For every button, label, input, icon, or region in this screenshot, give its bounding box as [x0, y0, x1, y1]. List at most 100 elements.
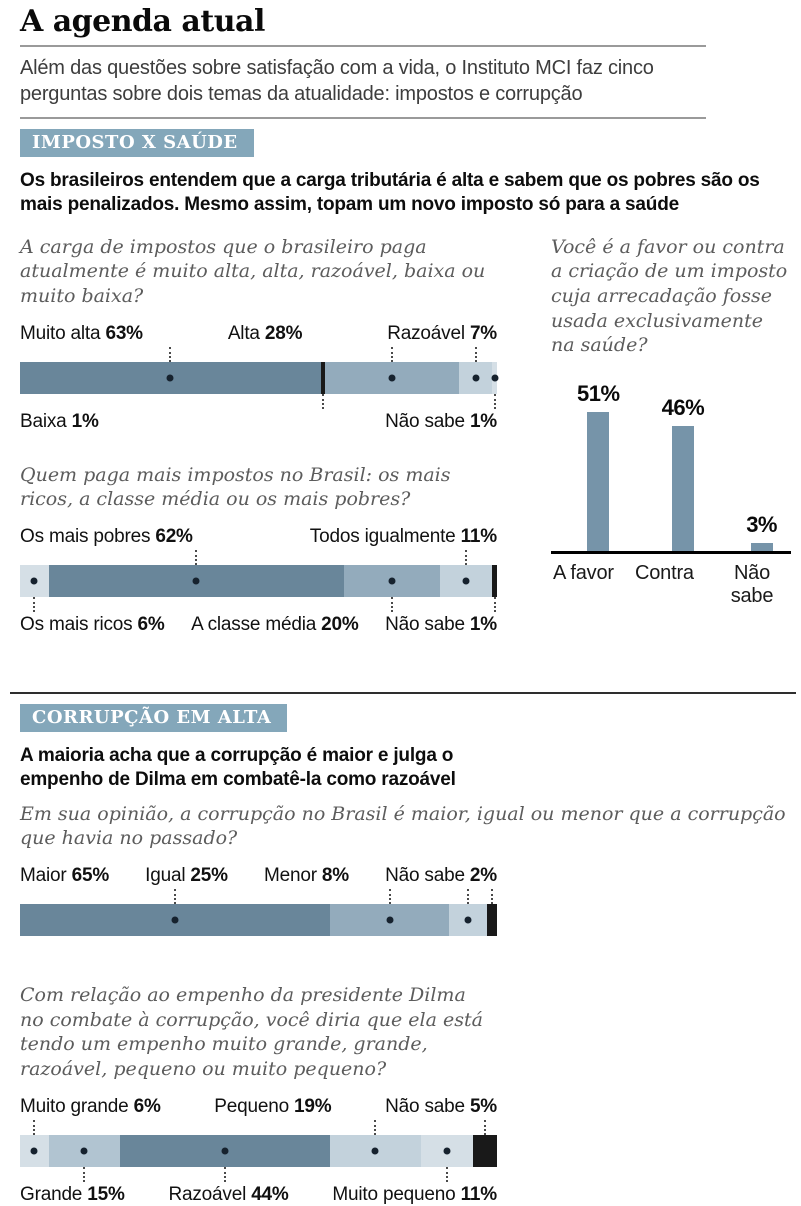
segment-label-nao-sabe: Não sabe 1% [385, 614, 497, 636]
segment-value: 1% [71, 410, 99, 432]
segment-name: Alta [227, 322, 265, 344]
stacked-bar [20, 889, 497, 936]
segment-label-grande: Grande 15% [20, 1184, 125, 1206]
segment-name: Não sabe [385, 410, 470, 432]
segment-name: Não sabe [385, 614, 470, 636]
leader-line [467, 889, 470, 904]
segment-value: 6% [137, 614, 165, 636]
stacked-chart-tax-burden: Muito alta 63% Alta 28% Razoável 7% Baixa … [20, 323, 499, 433]
segment-label-nao-sabe: Não sabe 5% [385, 1096, 497, 1118]
leader-line [33, 1119, 36, 1135]
segment-label-pequeno: Pequeno 19% [214, 1096, 331, 1118]
labels-top-row: Os mais pobres 62% Todos igualmente 11% [20, 526, 497, 548]
segment-value: 19% [294, 1095, 332, 1117]
segment-value: 62% [155, 526, 193, 548]
leader-line [464, 550, 467, 566]
segment-value: 15% [87, 1183, 125, 1205]
bar-value-label: 51% [577, 381, 620, 407]
segment-label-razoavel: Razoável 7% [387, 323, 497, 345]
leader-dot [386, 916, 394, 924]
leader-line [388, 889, 391, 904]
labels-bottom-row: Grande 15% Razoável 44% Muito pequeno 11% [20, 1184, 497, 1206]
vertical-bar-column-nao-sabe: 3% [746, 511, 777, 552]
leader-line [321, 393, 324, 409]
segment-name: Não sabe [385, 865, 470, 886]
stacked-bar [20, 346, 499, 409]
segment-name: Menor [263, 865, 322, 886]
segment-label-baixa: Baixa 1% [20, 411, 99, 433]
leader-dot [462, 577, 470, 585]
segment-value: 11% [460, 526, 498, 548]
leader-dot [30, 577, 38, 585]
leader-line [83, 1166, 86, 1182]
segment-value: 6% [133, 1095, 161, 1117]
segment-label-os-mais-pobres: Os mais pobres 62% [20, 526, 193, 548]
segment-label-igual: Igual 25% [145, 865, 228, 887]
vertical-bars-area: 51% 46% 3% [551, 372, 791, 555]
labels-top-row: Maior 65% Igual 25% Menor 8% Não sabe 2% [20, 865, 497, 887]
stacked-bar [20, 1119, 497, 1182]
leader-dot [464, 916, 472, 924]
bar-category-label: A favor [553, 562, 614, 585]
segment-name: Razoável [168, 1183, 252, 1205]
vertical-bar [587, 412, 610, 552]
bar-category-label: Não sabe [730, 562, 774, 608]
leader-dot [192, 577, 200, 585]
segment-label-muito-grande: Muito grande 6% [20, 1096, 161, 1118]
leader-line [224, 1166, 227, 1182]
bar-value-label: 3% [746, 511, 777, 537]
segment-value: 11% [460, 1183, 498, 1205]
section-divider [10, 692, 796, 695]
tax-left-column: A carga de impostos que o brasileiro pag… [20, 227, 499, 666]
tax-right-column: Você é a favor ou contra a criação de um… [551, 227, 791, 666]
chart-dilma-effort: Com relação ao empenho da presidente Dil… [20, 983, 801, 1206]
page-title: A agenda atual [20, 4, 265, 39]
question-tax-burden: A carga de impostos que o brasileiro pag… [20, 235, 486, 308]
segment-name: Razoável [387, 322, 470, 344]
segment-value: 8% [321, 865, 349, 886]
leader-line [391, 346, 394, 362]
segment-label-nao-sabe: Não sabe 1% [385, 411, 497, 433]
leader-dot [80, 1147, 88, 1155]
labels-bottom-row: Baixa 1% Não sabe 1% [20, 411, 497, 433]
segment-value: 44% [251, 1183, 289, 1205]
leader-line [374, 1119, 377, 1135]
question-who-pays: Quem paga mais impostos no Brasil: os ma… [20, 463, 451, 511]
section-badge-tax: IMPOSTO X SAÚDE [20, 129, 254, 158]
segment-value: 63% [105, 322, 143, 344]
segment-label-muito-pequeno: Muito pequeno 11% [332, 1184, 497, 1206]
segment-label-todos-igualmente: Todos igualmente 11% [310, 526, 497, 548]
intro-text: Além das questões sobre satisfação com a… [20, 57, 654, 105]
leader-line [391, 597, 394, 613]
segment-name: Baixa [20, 410, 72, 432]
segment-name: Muito pequeno [332, 1183, 461, 1205]
leader-dot [30, 1147, 38, 1155]
leader-dot [221, 1147, 229, 1155]
stacked-chart-corruption-level: Maior 65% Igual 25% Menor 8% Não sabe 2% [20, 865, 497, 953]
segment-name: Não sabe [385, 1095, 470, 1117]
leader-line [493, 393, 496, 409]
segment-name: Igual [145, 865, 191, 886]
segment-name: Maior [20, 865, 72, 886]
segment-value: 25% [190, 865, 228, 886]
leader-line [445, 1166, 448, 1182]
header-rule-bottom [20, 117, 706, 120]
bar-segment-nao-sabe [473, 1134, 497, 1167]
leader-line [493, 597, 496, 613]
vertical-chart-health-tax: 51% 46% 3% A favor Contra Não sabe [551, 372, 791, 608]
labels-top-row: Muito grande 6% Pequeno 19% Não sabe 5% [20, 1096, 497, 1118]
tax-columns: A carga de impostos que o brasileiro pag… [20, 227, 801, 666]
bar-segment-nao-sabe [492, 565, 497, 598]
section-headline-tax: Os brasileiros entendem que a carga trib… [20, 170, 760, 215]
segment-name: A classe média [191, 614, 322, 636]
labels-top-row: Muito alta 63% Alta 28% Razoável 7% [20, 323, 497, 345]
segment-label-os-mais-ricos: Os mais ricos 6% [20, 614, 165, 636]
segment-label-a-classe-media: A classe média 20% [191, 614, 359, 636]
leader-line [484, 1119, 487, 1135]
segment-label-menor: Menor 8% [264, 865, 349, 887]
segment-name: Muito alta [20, 322, 106, 344]
leader-dot [491, 374, 499, 382]
bar-segment-baixa [320, 361, 326, 394]
leader-dot [388, 374, 396, 382]
